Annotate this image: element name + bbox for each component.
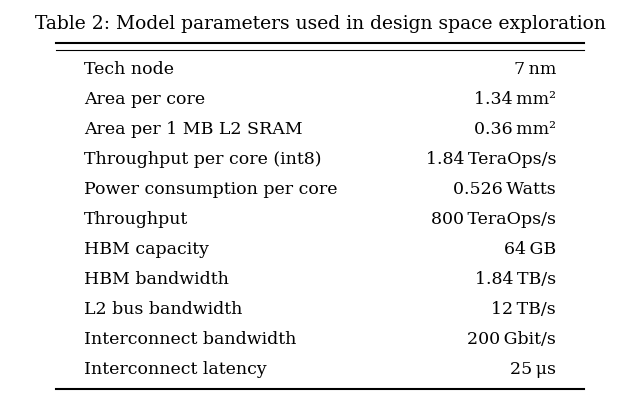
Text: 200 Gbit/s: 200 Gbit/s <box>467 331 556 348</box>
Text: 0.36 mm²: 0.36 mm² <box>474 121 556 138</box>
Text: 12 TB/s: 12 TB/s <box>492 301 556 318</box>
Text: Interconnect latency: Interconnect latency <box>84 361 267 378</box>
Text: 0.526 Watts: 0.526 Watts <box>453 181 556 198</box>
Text: Area per 1 MB L2 SRAM: Area per 1 MB L2 SRAM <box>84 121 303 138</box>
Text: 1.34 mm²: 1.34 mm² <box>474 91 556 108</box>
Text: Table 2: Model parameters used in design space exploration: Table 2: Model parameters used in design… <box>35 15 605 33</box>
Text: 800 TeraOps/s: 800 TeraOps/s <box>431 211 556 228</box>
Text: HBM capacity: HBM capacity <box>84 241 209 258</box>
Text: Tech node: Tech node <box>84 61 174 78</box>
Text: 1.84 TB/s: 1.84 TB/s <box>475 271 556 288</box>
Text: 7 nm: 7 nm <box>514 61 556 78</box>
Text: HBM bandwidth: HBM bandwidth <box>84 271 228 288</box>
Text: Area per core: Area per core <box>84 91 205 108</box>
Text: Throughput per core (int8): Throughput per core (int8) <box>84 151 321 168</box>
Text: 1.84 TeraOps/s: 1.84 TeraOps/s <box>426 151 556 168</box>
Text: L2 bus bandwidth: L2 bus bandwidth <box>84 301 242 318</box>
Text: 64 GB: 64 GB <box>504 241 556 258</box>
Text: Power consumption per core: Power consumption per core <box>84 181 337 198</box>
Text: Interconnect bandwidth: Interconnect bandwidth <box>84 331 296 348</box>
Text: Throughput: Throughput <box>84 211 188 228</box>
Text: 25 μs: 25 μs <box>510 361 556 378</box>
